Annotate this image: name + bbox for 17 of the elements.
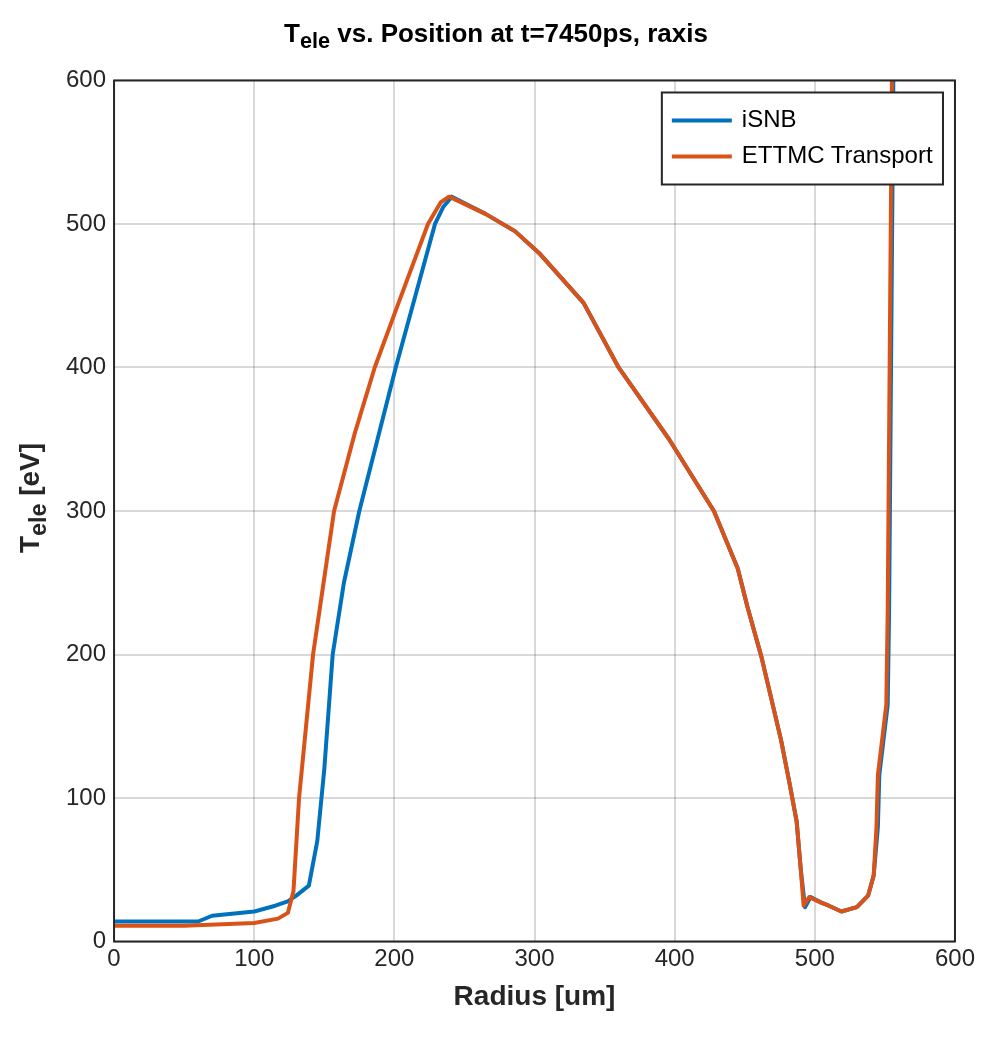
y-tick-label: 0 xyxy=(92,926,107,954)
x-axis-title: Radius [um] xyxy=(453,979,616,1011)
x-tick-label: 500 xyxy=(794,943,835,971)
x-tick-label: 100 xyxy=(234,943,275,971)
x-tick-label: 600 xyxy=(934,943,975,971)
x-tick-label: 300 xyxy=(514,943,555,971)
y-tick-label: 600 xyxy=(66,65,107,93)
x-tick-label: 400 xyxy=(654,943,695,971)
y-tick-label: 200 xyxy=(66,639,107,667)
y-tick-label: 400 xyxy=(66,352,107,380)
legend-label: iSNB xyxy=(741,105,797,133)
legend-label: ETTMC Transport xyxy=(741,141,933,169)
chart-title: T$_{ele}$ vs. Position at t=7450ps, raxis xyxy=(283,17,709,56)
y-tick-label: 500 xyxy=(66,208,107,236)
y-tick-label: 100 xyxy=(66,782,107,810)
x-tick-label: 200 xyxy=(374,943,415,971)
y-tick-label: 300 xyxy=(66,495,107,523)
